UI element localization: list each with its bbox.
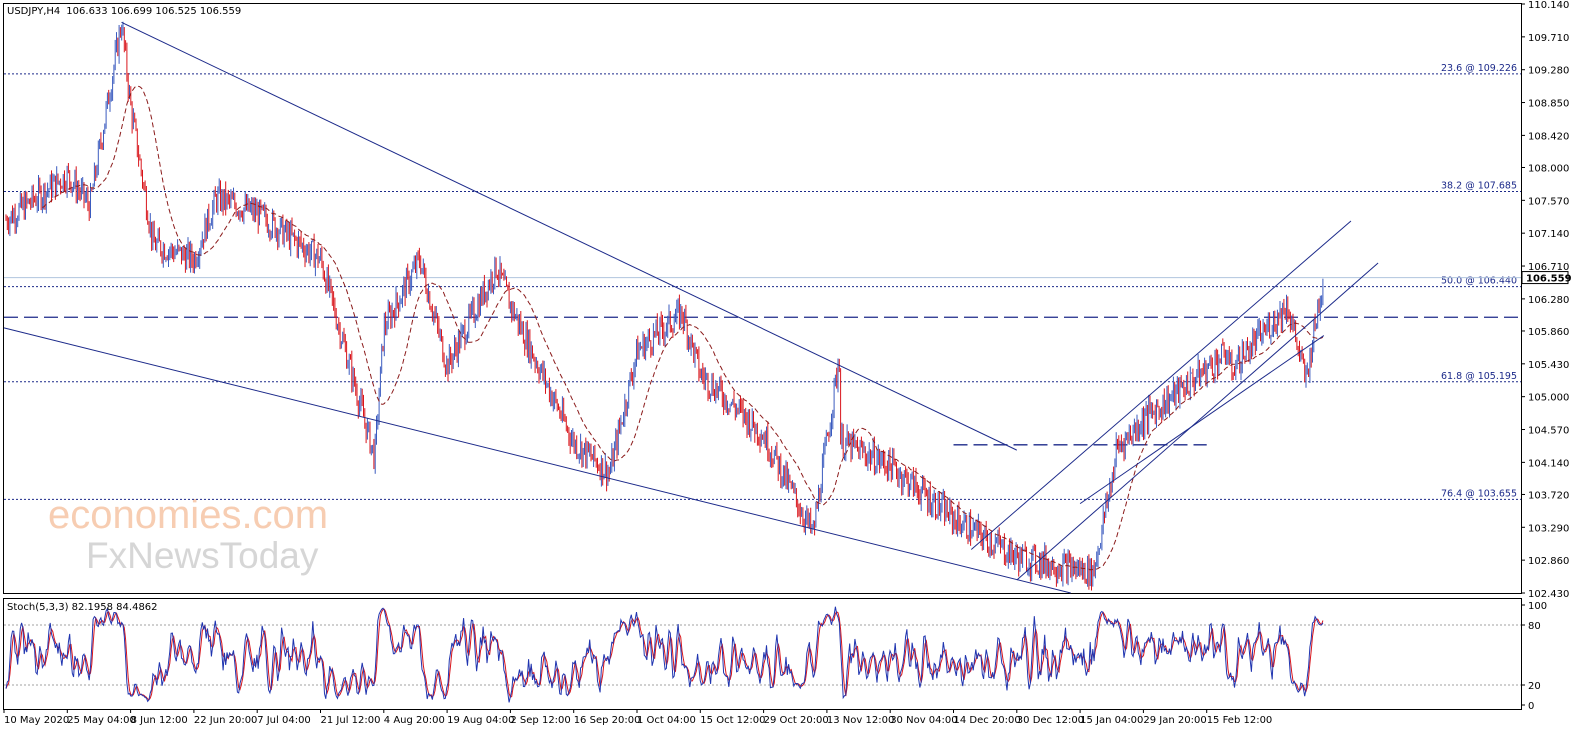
moving-average <box>42 85 1324 571</box>
watermark-line1: economies.com <box>48 493 328 537</box>
price-axis: 110.140 109.710 109.280 108.850 108.420 108.0… <box>1521 0 1572 600</box>
time-tick-label: 15 Jan 04:00 <box>1080 715 1143 726</box>
candles <box>5 21 1324 591</box>
stochastic-axis: 100 80 20 0 <box>1521 601 1547 712</box>
time-tick-label: 8 Jun 12:00 <box>131 715 188 726</box>
chart-header: USDJPY,H4 106.633 106.699 106.525 106.559 <box>7 6 241 17</box>
time-tick-label: 2 Sep 12:00 <box>510 715 570 726</box>
price-tick-label: 107.570 <box>1528 196 1569 207</box>
price-tick-label: 103.290 <box>1528 523 1569 534</box>
trendline <box>1016 262 1379 581</box>
time-tick-label: 16 Sep 20:00 <box>574 715 641 726</box>
price-tick-label: 102.860 <box>1528 556 1569 567</box>
time-tick-label: 10 May 2020 <box>4 715 69 726</box>
stochastic-title: Stoch(5,3,3) 82.1958 84.4862 <box>7 602 158 613</box>
price-tick-label: 105.430 <box>1528 360 1569 371</box>
trendlines <box>3 21 1379 594</box>
time-tick-label: 30 Nov 04:00 <box>890 715 957 726</box>
price-tick-label: 108.850 <box>1528 99 1569 110</box>
moving-average-line <box>42 85 1324 571</box>
price-tick-label: 106.280 <box>1528 295 1569 306</box>
price-tick-label: 104.570 <box>1528 426 1569 437</box>
stochastic-panel: 100 80 20 0 Stoch(5,3,3) 82.1958 84.4862 <box>3 598 1547 712</box>
symbol-label: USDJPY,H4 <box>7 6 60 17</box>
price-tick-label: 109.710 <box>1528 33 1569 44</box>
time-tick-label: 15 Feb 12:00 <box>1207 715 1273 726</box>
stochastic-tick-label: 0 <box>1528 701 1534 712</box>
trendline <box>970 220 1352 550</box>
fib-level-label: 61.8 @ 105.195 <box>1441 371 1517 382</box>
price-tick-label: 104.140 <box>1528 458 1569 469</box>
price-tick-label: 108.420 <box>1528 131 1569 142</box>
time-tick-label: 30 Dec 12:00 <box>1017 715 1084 726</box>
time-tick-label: 7 Jul 04:00 <box>257 715 311 726</box>
price-tick-label: 105.860 <box>1528 327 1569 338</box>
time-tick-label: 15 Oct 12:00 <box>700 715 765 726</box>
time-tick-label: 29 Oct 20:00 <box>764 715 829 726</box>
fib-level-label: 38.2 @ 107.685 <box>1441 181 1517 192</box>
time-tick-label: 4 Aug 20:00 <box>384 715 445 726</box>
stochastic-panel-frame <box>3 598 1522 710</box>
watermark: economies.com FxNewsToday <box>48 493 328 576</box>
time-tick-label: 1 Oct 04:00 <box>637 715 696 726</box>
fib-level-label: 23.6 @ 109.226 <box>1441 63 1517 74</box>
horizontal-lines <box>4 277 1521 446</box>
price-tick-label: 106.710 <box>1528 262 1569 273</box>
trendline <box>3 327 1071 594</box>
stochastic-signal-line <box>5 608 1324 701</box>
time-tick-label: 19 Aug 04:00 <box>447 715 514 726</box>
stochastic-tick-label: 20 <box>1528 681 1541 692</box>
stochastic-lines <box>5 606 1324 703</box>
time-tick-label: 14 Dec 20:00 <box>954 715 1021 726</box>
price-tick-label: 110.140 <box>1528 0 1569 11</box>
fib-level-label: 50.0 @ 106.440 <box>1441 276 1517 287</box>
trendline <box>121 21 1018 451</box>
fibonacci-levels: 23.6 @ 109.226 38.2 @ 107.685 50.0 @ 106.4… <box>4 63 1521 500</box>
time-tick-label: 22 Jun 20:00 <box>194 715 258 726</box>
watermark-line2: FxNewsToday <box>86 535 319 576</box>
time-tick-label: 21 Jul 12:00 <box>321 715 381 726</box>
current-price-label: 106.559 <box>1526 274 1572 285</box>
price-tick-label: 103.720 <box>1528 490 1569 501</box>
time-tick-label: 13 Nov 12:00 <box>827 715 894 726</box>
price-tick-label: 108.000 <box>1528 163 1569 174</box>
trendline <box>1079 335 1325 505</box>
fib-level-label: 76.4 @ 103.655 <box>1441 488 1517 499</box>
stochastic-main-line <box>5 606 1324 703</box>
stochastic-tick-label: 80 <box>1528 621 1541 632</box>
time-tick-label: 29 Jan 20:00 <box>1143 715 1206 726</box>
price-panel: 23.6 @ 109.226 38.2 @ 107.685 50.0 @ 106.4… <box>3 0 1572 600</box>
current-price-box <box>1521 271 1569 285</box>
stochastic-tick-label: 100 <box>1528 601 1547 612</box>
price-tick-label: 102.430 <box>1528 589 1569 600</box>
price-tick-label: 105.000 <box>1528 393 1569 404</box>
time-tick-label: 25 May 04:00 <box>67 715 136 726</box>
price-tick-label: 107.140 <box>1528 229 1569 240</box>
price-tick-label: 109.280 <box>1528 66 1569 77</box>
stochastic-levels <box>4 624 1521 686</box>
ohlc-label: 106.633 106.699 106.525 106.559 <box>66 6 241 17</box>
